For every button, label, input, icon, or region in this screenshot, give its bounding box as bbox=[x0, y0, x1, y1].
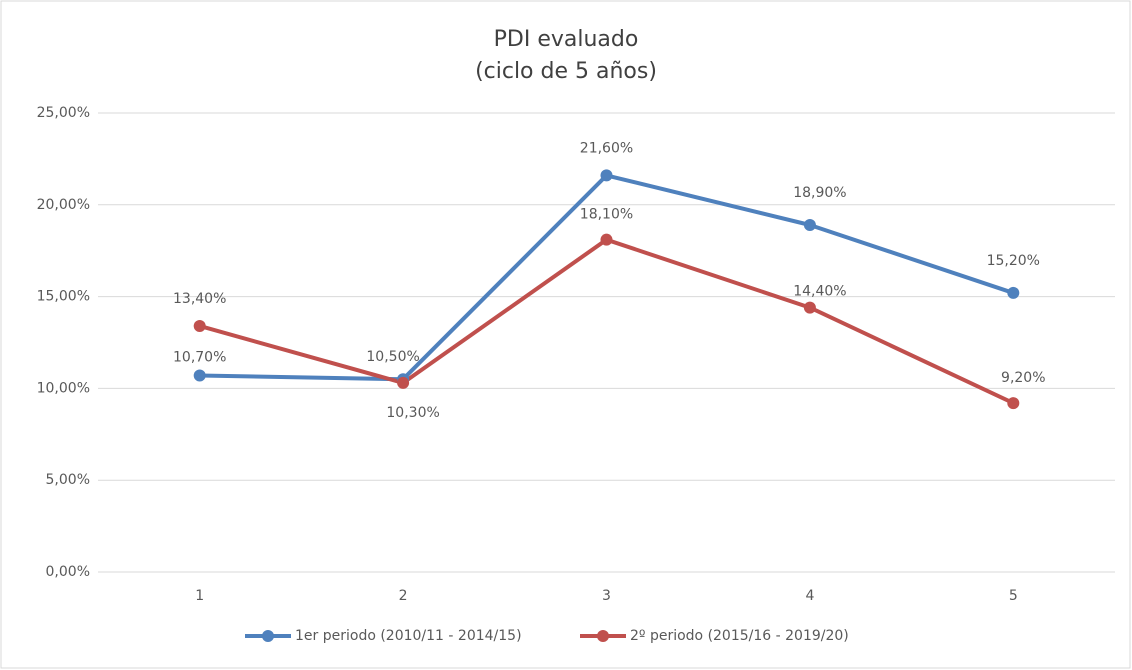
data-label: 9,20% bbox=[1001, 370, 1045, 386]
y-tick-label: 20,00% bbox=[37, 197, 90, 213]
y-tick-label: 0,00% bbox=[46, 564, 90, 580]
data-point bbox=[803, 218, 816, 231]
legend-label: 2º periodo (2015/16 - 2019/20) bbox=[630, 628, 849, 644]
x-tick-label: 4 bbox=[805, 588, 814, 604]
data-point bbox=[193, 319, 206, 332]
chart-title: PDI evaluado bbox=[494, 27, 639, 52]
legend-label: 1er periodo (2010/11 - 2014/15) bbox=[295, 628, 522, 644]
data-label: 15,20% bbox=[987, 253, 1040, 269]
x-tick-label: 2 bbox=[399, 588, 408, 604]
data-label: 18,10% bbox=[580, 207, 633, 223]
data-point bbox=[600, 169, 613, 182]
x-tick-label: 5 bbox=[1009, 588, 1018, 604]
data-point bbox=[397, 376, 410, 389]
y-tick-label: 25,00% bbox=[37, 105, 90, 121]
data-point bbox=[803, 301, 816, 314]
y-tick-label: 5,00% bbox=[46, 472, 90, 488]
data-point bbox=[1007, 397, 1020, 410]
chart-subtitle: (ciclo de 5 años) bbox=[475, 59, 657, 84]
data-label: 21,60% bbox=[580, 140, 633, 156]
data-label: 13,40% bbox=[173, 291, 226, 307]
data-label: 10,70% bbox=[173, 350, 226, 366]
data-label: 10,50% bbox=[366, 349, 419, 365]
legend-marker bbox=[597, 630, 609, 642]
data-label: 10,30% bbox=[386, 405, 439, 421]
data-point bbox=[1007, 286, 1020, 299]
data-point bbox=[193, 369, 206, 382]
data-label: 14,40% bbox=[793, 284, 846, 300]
y-tick-label: 15,00% bbox=[37, 289, 90, 305]
y-tick-label: 10,00% bbox=[37, 380, 90, 396]
data-point bbox=[600, 233, 613, 246]
x-tick-label: 3 bbox=[602, 588, 611, 604]
legend-marker bbox=[262, 630, 274, 642]
data-label: 18,90% bbox=[793, 185, 846, 201]
x-tick-label: 1 bbox=[195, 588, 204, 604]
